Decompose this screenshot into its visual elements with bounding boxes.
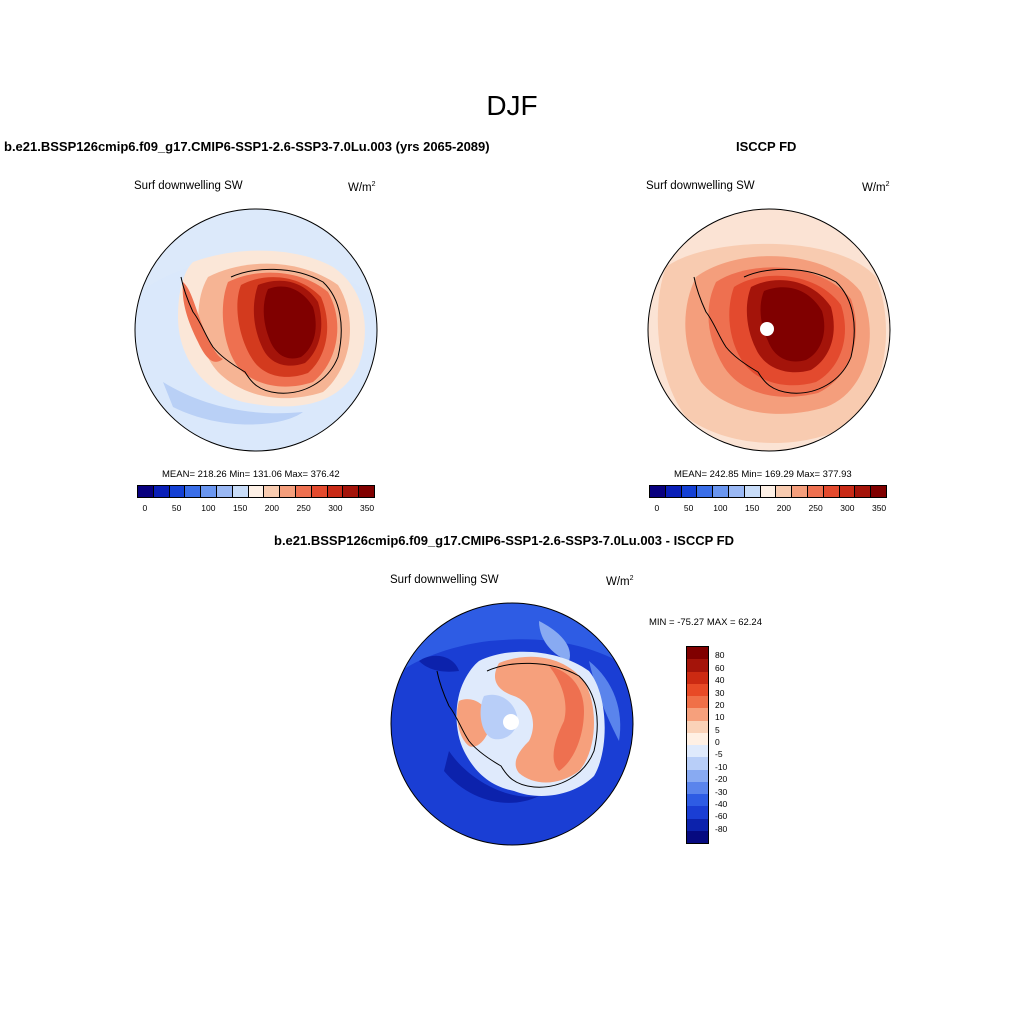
colorbar-swatch	[687, 818, 708, 831]
colorbar-tick-label: 5	[715, 724, 720, 735]
colorbar-swatch	[687, 794, 708, 807]
colorbar-swatch	[687, 769, 708, 782]
colorbar-swatch	[138, 486, 154, 497]
colorbar-tick-label: -30	[715, 786, 728, 797]
colorbar-swatch	[201, 486, 217, 497]
obs-colorbar: 0 50 100 150 200 250 300 350	[649, 485, 887, 515]
model-colorbar: 0 50 100 150 200 250 300 350	[137, 485, 375, 515]
model-panel-title: b.e21.BSSP126cmip6.f09_g17.CMIP6-SSP1-2.…	[4, 139, 490, 154]
colorbar-tick-label: 300	[840, 503, 855, 513]
colorbar-swatch	[232, 486, 249, 497]
colorbar-swatch	[697, 486, 714, 497]
colorbar-swatch	[665, 486, 682, 497]
colorbar-swatch	[343, 486, 360, 497]
colorbar-tick-label: 200	[264, 503, 279, 513]
colorbar-tick-label: -5	[715, 749, 723, 760]
colorbar-tick-label: 10	[715, 712, 725, 723]
page-title: DJF	[486, 90, 538, 121]
colorbar-tick-label: 50	[683, 503, 694, 513]
colorbar-swatch	[280, 486, 296, 497]
colorbar-swatch	[687, 757, 708, 770]
colorbar-swatch	[687, 732, 708, 745]
diff-stats: MIN = -75.27 MAX = 62.24	[649, 617, 763, 628]
colorbar-swatch	[687, 683, 708, 696]
colorbar-swatch	[248, 486, 265, 497]
colorbar-tick-label: -60	[715, 811, 728, 822]
colorbar-swatch	[855, 486, 872, 497]
colorbar-tick-label: -20	[715, 774, 728, 785]
diff-map	[390, 602, 634, 846]
colorbar-swatch	[776, 486, 793, 497]
colorbar-swatch	[687, 659, 708, 672]
colorbar-swatch	[807, 486, 824, 497]
colorbar-tick-label: 300	[328, 503, 343, 513]
colorbar-swatch	[713, 486, 729, 497]
colorbar-tick-label: 50	[171, 503, 182, 513]
colorbar-swatch	[687, 745, 708, 758]
colorbar-tick-label: 40	[715, 675, 725, 686]
colorbar-swatch	[760, 486, 777, 497]
colorbar-swatch	[687, 696, 708, 709]
obs-units-label: W/m2	[862, 181, 890, 194]
model-variable-label: Surf downwelling SW	[134, 180, 243, 192]
colorbar-tick-label: 0	[715, 737, 720, 747]
colorbar-swatch	[744, 486, 761, 497]
colorbar-tick-label: 250	[808, 503, 823, 513]
colorbar-swatch	[792, 486, 808, 497]
colorbar-tick-label: 80	[715, 650, 725, 661]
obs-stats: MEAN= 242.85 Min= 169.29 Max= 377.93	[674, 469, 852, 480]
colorbar-swatch	[681, 486, 698, 497]
colorbar-tick-label: 100	[713, 503, 728, 513]
colorbar-swatch	[359, 486, 374, 497]
colorbar-swatch	[839, 486, 856, 497]
colorbar-swatch	[311, 486, 328, 497]
obs-variable-label: Surf downwelling SW	[646, 180, 755, 192]
colorbar-swatch	[687, 781, 708, 794]
colorbar-swatch	[728, 486, 745, 497]
colorbar-swatch	[687, 806, 708, 819]
colorbar-swatch	[687, 720, 708, 733]
colorbar-tick-label: 20	[715, 699, 725, 710]
diff-variable-label: Surf downwelling SW	[390, 574, 499, 586]
obs-map	[647, 208, 891, 452]
colorbar-swatch	[650, 486, 666, 497]
colorbar-swatch	[871, 486, 886, 497]
diff-colorbar: 80 60 40 30 20 10 5 0 -5 -10 -20 -30 -40 -60 -80	[686, 646, 746, 844]
model-stats: MEAN= 218.26 Min= 131.06 Max= 376.42	[162, 469, 340, 480]
colorbar-swatch	[216, 486, 233, 497]
colorbar-swatch	[687, 671, 708, 684]
colorbar-tick-label: 350	[871, 503, 887, 513]
diff-panel-title: b.e21.BSSP126cmip6.f09_g17.CMIP6-SSP1-2.…	[274, 533, 735, 548]
colorbar-swatch	[185, 486, 202, 497]
obs-panel-title: ISCCP FD	[736, 139, 797, 154]
colorbar-tick-label: 0	[142, 503, 148, 513]
colorbar-tick-label: 150	[233, 503, 248, 513]
colorbar-swatch	[687, 647, 708, 660]
colorbar-tick-label: 350	[359, 503, 375, 513]
colorbar-tick-label: -40	[715, 798, 728, 809]
colorbar-swatch	[169, 486, 186, 497]
colorbar-tick-label: 250	[296, 503, 311, 513]
colorbar-tick-label: 60	[715, 662, 725, 673]
diff-units-label: W/m2	[606, 575, 634, 588]
colorbar-swatch	[295, 486, 312, 497]
colorbar-tick-label: 30	[715, 687, 725, 698]
colorbar-swatch	[264, 486, 281, 497]
model-units-label: W/m2	[348, 181, 376, 194]
colorbar-swatch	[327, 486, 344, 497]
colorbar-tick-label: 100	[201, 503, 216, 513]
colorbar-swatch	[687, 830, 708, 843]
model-map	[134, 208, 378, 452]
colorbar-tick-label: 0	[654, 503, 660, 513]
colorbar-tick-label: -10	[715, 761, 728, 772]
colorbar-swatch	[823, 486, 840, 497]
colorbar-tick-label: -80	[715, 823, 728, 834]
colorbar-tick-label: 200	[776, 503, 791, 513]
colorbar-swatch	[687, 708, 708, 721]
colorbar-tick-label: 150	[745, 503, 760, 513]
colorbar-swatch	[153, 486, 170, 497]
